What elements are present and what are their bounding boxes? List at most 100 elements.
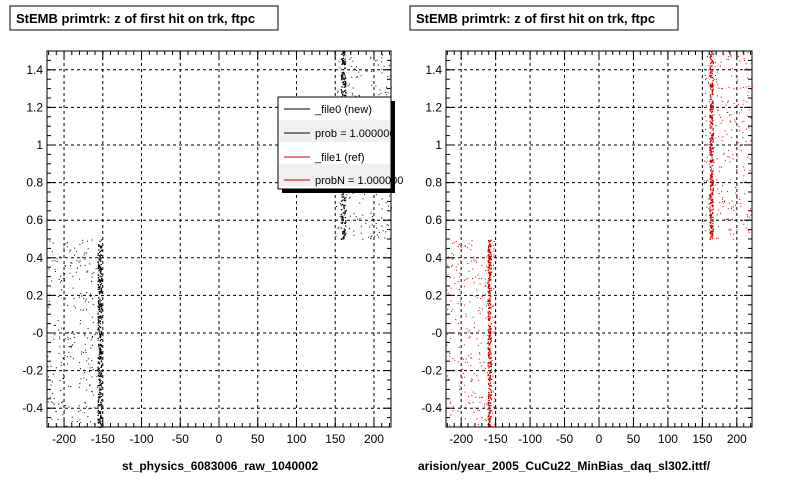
data-point (82, 242, 84, 244)
data-point (488, 336, 490, 339)
data-point (710, 75, 713, 77)
data-point (340, 53, 343, 55)
data-point (345, 209, 347, 211)
data-point (80, 353, 82, 355)
data-point (709, 195, 711, 197)
data-point (711, 194, 713, 196)
data-point (489, 351, 492, 353)
data-point (488, 406, 490, 409)
data-point (710, 176, 712, 178)
data-point (98, 344, 101, 347)
data-point (51, 280, 53, 282)
data-point (344, 212, 346, 214)
data-point (70, 346, 72, 348)
data-point (705, 181, 707, 183)
data-point (711, 179, 713, 181)
data-point (344, 81, 347, 83)
data-point (79, 323, 81, 325)
data-point (69, 346, 71, 348)
data-point (68, 385, 70, 387)
data-point (462, 368, 464, 370)
data-point (710, 70, 712, 72)
data-point (489, 303, 491, 305)
data-point (488, 313, 490, 315)
data-point (98, 379, 101, 382)
data-point (360, 225, 362, 227)
data-point (92, 344, 94, 346)
data-point (470, 381, 472, 383)
data-point (710, 168, 712, 170)
data-point (87, 240, 89, 242)
data-point (743, 175, 745, 177)
data-point (64, 265, 66, 267)
data-point (343, 196, 345, 198)
data-point (78, 261, 80, 263)
data-point (82, 309, 84, 311)
data-point (487, 374, 490, 376)
data-point (101, 386, 103, 388)
data-point (709, 114, 711, 116)
data-point (489, 316, 491, 318)
data-point (476, 289, 478, 291)
data-point (739, 145, 741, 147)
data-point (376, 234, 378, 236)
data-point (487, 364, 489, 367)
data-point (457, 281, 459, 283)
data-point (731, 129, 733, 131)
data-point (711, 114, 714, 117)
data-point (480, 342, 482, 344)
data-point (716, 81, 718, 83)
data-point (725, 104, 727, 106)
data-point (712, 219, 714, 221)
data-point (488, 248, 490, 250)
data-point (100, 417, 103, 419)
y-tick-label: 0.2 (425, 288, 442, 302)
data-point (488, 310, 491, 313)
data-point (487, 269, 489, 271)
data-point (100, 287, 103, 289)
data-point (84, 349, 86, 351)
data-point (746, 68, 748, 70)
data-point (343, 237, 345, 239)
data-point (343, 94, 346, 96)
data-point (750, 140, 752, 142)
data-point (739, 130, 741, 132)
data-point (83, 254, 85, 256)
data-point (341, 82, 343, 84)
data-point (342, 94, 344, 96)
data-point (76, 425, 78, 427)
data-point (376, 59, 378, 61)
data-point (379, 89, 381, 91)
data-point (710, 108, 712, 111)
data-point (735, 121, 737, 123)
data-point (748, 216, 750, 218)
data-point (89, 370, 91, 372)
data-point (710, 199, 712, 202)
data-point (84, 372, 86, 374)
data-point (98, 308, 100, 311)
data-point (712, 129, 714, 131)
data-point (73, 337, 75, 339)
data-point (709, 147, 711, 149)
data-point (489, 348, 491, 350)
data-point (366, 70, 368, 72)
data-point (52, 392, 54, 394)
data-point (489, 426, 491, 428)
data-point (98, 310, 101, 313)
data-point (722, 197, 724, 199)
data-point (751, 86, 753, 88)
data-point (489, 274, 491, 276)
data-point (100, 374, 102, 376)
data-point (455, 240, 457, 242)
data-point (488, 418, 491, 420)
data-point (458, 388, 460, 390)
data-point (97, 306, 100, 308)
data-point (452, 406, 454, 408)
data-point (342, 193, 344, 196)
data-point (465, 313, 467, 315)
data-point (488, 414, 490, 416)
data-point (490, 287, 492, 289)
data-point (711, 154, 714, 156)
data-point (711, 118, 713, 120)
data-point (490, 369, 492, 371)
